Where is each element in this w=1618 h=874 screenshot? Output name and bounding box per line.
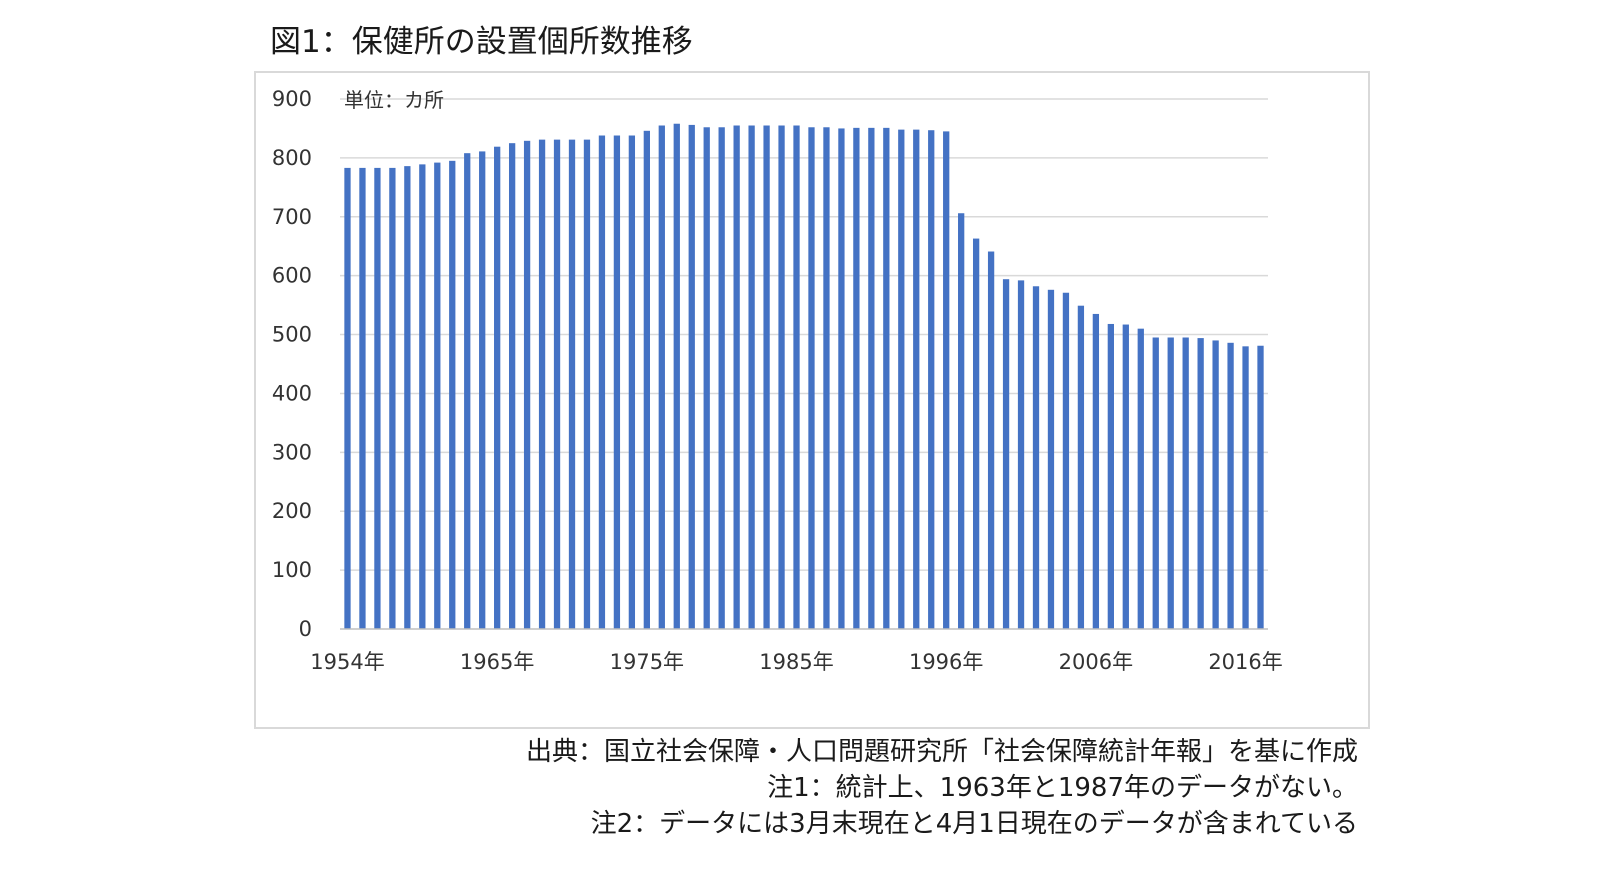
bar-2017年	[1257, 345, 1264, 629]
bar-1997年	[958, 213, 965, 630]
bar-1972年	[598, 135, 606, 629]
x-tick-label: 1996年	[909, 650, 983, 674]
bar-1989年	[838, 128, 845, 629]
bar-1984年	[778, 125, 785, 629]
bar-2008年	[1122, 324, 1129, 629]
bar-1971年	[583, 139, 591, 629]
bar-1990年	[853, 127, 860, 630]
y-tick-label: 400	[272, 381, 312, 405]
bar-1991年	[868, 127, 875, 630]
bar-1994年	[913, 129, 920, 629]
x-tick-label: 2006年	[1059, 650, 1133, 674]
bar-2013年	[1197, 338, 1204, 629]
bar-1964年	[479, 151, 486, 629]
x-tick-label: 1965年	[460, 650, 534, 674]
bar-1960年	[434, 162, 441, 629]
bar-1993年	[898, 129, 905, 629]
bar-1982年	[748, 125, 755, 629]
y-tick-label: 900	[272, 87, 312, 111]
chart-area: 0 100 200 300 400 500 600 700 800 900 1954年 1965年 19…	[254, 71, 1370, 729]
chart-notes: 出典：国立社会保障・人口問題研究所「社会保障統計年報」を基に作成 注1：統計上、…	[526, 734, 1358, 842]
bar-2005年	[1077, 305, 1085, 629]
bar-1962年	[464, 153, 471, 629]
bar-1961年	[449, 160, 456, 629]
bar-2009年	[1137, 328, 1144, 629]
bar-2006年	[1092, 313, 1100, 629]
bar-1976年	[658, 125, 665, 629]
bar-1974年	[628, 135, 636, 629]
bar-1981年	[733, 125, 740, 629]
y-tick-label: 700	[272, 205, 312, 229]
bar-1955年	[359, 167, 366, 629]
bar-2001年	[1017, 280, 1025, 629]
bar-2014年	[1212, 340, 1219, 629]
x-tick-label: 1954年	[310, 650, 384, 674]
axes: 0 100 200 300 400 500 600 700 800 900 1954年 1965年 19…	[272, 87, 1283, 674]
bar-2003年	[1047, 289, 1055, 629]
y-tick-label: 800	[272, 146, 312, 170]
bar-1970年	[568, 139, 576, 629]
bar-1957年	[389, 167, 396, 629]
bar-1983年	[763, 125, 770, 629]
x-tick-label: 2016年	[1208, 650, 1282, 674]
bar-1967年	[523, 140, 531, 629]
bar-2000年	[1002, 279, 1010, 629]
bar-series	[344, 123, 1264, 630]
bar-1975年	[643, 130, 650, 630]
bar-1998年	[972, 238, 980, 629]
bar-2015年	[1227, 342, 1234, 629]
bar-1956年	[374, 167, 381, 629]
source-note: 出典：国立社会保障・人口問題研究所「社会保障統計年報」を基に作成	[525, 737, 1358, 767]
bar-1999年	[987, 251, 995, 629]
y-tick-label: 100	[272, 558, 312, 582]
bar-1978年	[688, 124, 695, 629]
bar-1959年	[419, 164, 426, 629]
y-tick-label: 0	[299, 617, 312, 641]
y-tick-label: 500	[272, 323, 312, 347]
bar-1980年	[718, 127, 725, 629]
bar-1965年	[494, 146, 501, 629]
y-tick-label: 600	[272, 264, 312, 288]
bar-1958年	[404, 166, 411, 629]
bar-1973年	[613, 135, 621, 629]
bar-2016年	[1242, 346, 1249, 629]
bar-2011年	[1167, 337, 1174, 629]
bar-1968年	[538, 139, 546, 629]
bar-1969年	[553, 139, 561, 629]
bar-1986年	[808, 127, 815, 629]
bar-1996年	[943, 131, 950, 629]
bar-1966年	[508, 143, 516, 630]
y-tick-label: 300	[272, 440, 312, 464]
bar-2010年	[1152, 337, 1159, 629]
bar-2002年	[1032, 286, 1040, 629]
y-tick-label: 200	[272, 499, 312, 523]
note-1: 注1：統計上、1963年と1987年のデータがない。	[767, 773, 1358, 803]
bar-1995年	[928, 130, 935, 629]
chart-title: 図1：保健所の設置個所数推移	[270, 24, 693, 60]
unit-label: 単位：カ所	[344, 88, 444, 112]
x-tick-label: 1975年	[610, 650, 684, 674]
bar-1992年	[883, 127, 890, 630]
bar-chart: 0 100 200 300 400 500 600 700 800 900 1954年 1965年 19…	[272, 87, 1283, 674]
bar-1977年	[673, 123, 680, 630]
note-2: 注2：データには3月末現在と4月1日現在のデータが含まれている	[590, 809, 1358, 839]
x-tick-label: 1985年	[759, 650, 833, 674]
bar-1988年	[823, 127, 830, 629]
bar-1985年	[793, 125, 800, 629]
bar-1954年	[344, 167, 351, 629]
bar-2004年	[1062, 292, 1070, 629]
bar-1979年	[703, 127, 710, 629]
bar-2012年	[1182, 337, 1189, 629]
bar-2007年	[1107, 323, 1114, 629]
